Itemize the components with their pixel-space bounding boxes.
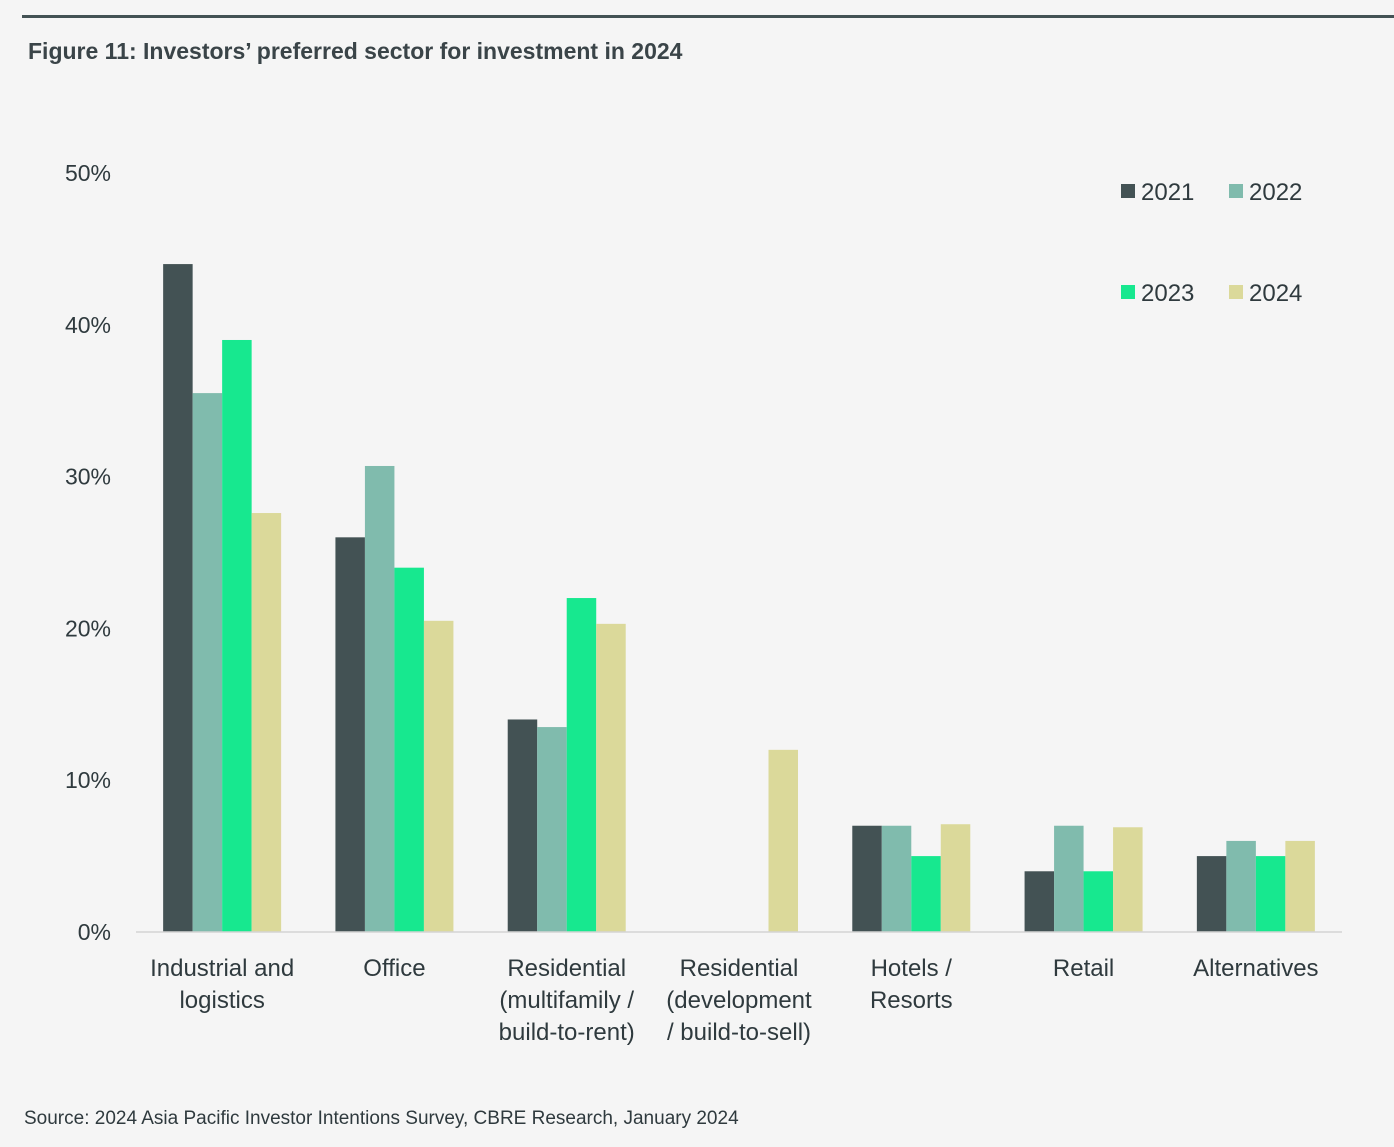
x-category-label-line: Office bbox=[363, 955, 425, 982]
bar-2022 bbox=[364, 465, 395, 932]
bar-2021 bbox=[852, 825, 882, 932]
bar-2023 bbox=[394, 567, 424, 932]
legend-swatch-2023 bbox=[1121, 285, 1135, 299]
x-category-label-line: (development bbox=[666, 987, 812, 1014]
legend: 2021 2022 2023 2024 bbox=[1121, 179, 1302, 307]
bar-2023 bbox=[1083, 871, 1114, 932]
bar-2023 bbox=[911, 856, 941, 932]
legend-label-2022: 2022 bbox=[1249, 179, 1302, 206]
y-tick-label: 10% bbox=[65, 767, 111, 793]
bar-2024 bbox=[768, 749, 798, 932]
legend-swatch-2022 bbox=[1229, 184, 1243, 198]
bar-2023 bbox=[222, 339, 252, 933]
bar-2021 bbox=[507, 719, 538, 932]
x-category-label-line: / build-to-sell) bbox=[667, 1019, 811, 1046]
x-category-label-line: build-to-rent) bbox=[499, 1019, 635, 1046]
bar-2023 bbox=[1255, 856, 1286, 932]
source-note: Source: 2024 Asia Pacific Investor Inten… bbox=[24, 1108, 739, 1129]
x-category-label-line: Hotels / bbox=[871, 955, 953, 982]
legend-label-2023: 2023 bbox=[1141, 280, 1194, 307]
bar-2024 bbox=[1285, 840, 1315, 932]
x-category-label-line: Resorts bbox=[870, 987, 953, 1014]
x-category-label-line: Residential bbox=[680, 955, 799, 982]
x-category-label-line: Industrial and bbox=[150, 955, 294, 982]
y-axis-labels: 0% 10% 20% 30% 40% 50% bbox=[65, 160, 111, 945]
bar-2024 bbox=[251, 513, 282, 932]
y-tick-label: 30% bbox=[65, 464, 111, 490]
y-tick-label: 50% bbox=[65, 160, 111, 186]
x-category-label: Alternatives bbox=[1193, 955, 1318, 982]
bar-2021 bbox=[335, 537, 365, 932]
bar-2024 bbox=[940, 824, 971, 932]
bar-series-group bbox=[163, 264, 1315, 933]
legend-swatch-2021 bbox=[1121, 184, 1135, 198]
x-category-label-line: (multifamily / bbox=[499, 987, 634, 1014]
x-category-label-line: logistics bbox=[179, 987, 264, 1014]
bar-2021 bbox=[1024, 871, 1055, 932]
y-tick-label: 40% bbox=[65, 312, 111, 338]
y-tick-label: 0% bbox=[78, 919, 111, 945]
x-category-label: Office bbox=[363, 955, 425, 982]
x-category-label: Residential (development / build-to-sell) bbox=[666, 955, 812, 1046]
y-tick-label: 20% bbox=[65, 615, 111, 641]
legend-label-2021: 2021 bbox=[1141, 179, 1194, 206]
x-category-label: Hotels / Resorts bbox=[870, 955, 953, 1014]
bar-2021 bbox=[1196, 856, 1227, 932]
x-category-label: Retail bbox=[1053, 955, 1114, 982]
legend-swatch-2024 bbox=[1229, 285, 1243, 299]
bar-2024 bbox=[423, 620, 454, 932]
x-axis-labels: Industrial and logistics Office Residential… bbox=[150, 955, 1318, 1046]
x-category-label-line: Retail bbox=[1053, 955, 1114, 982]
legend-label-2024: 2024 bbox=[1249, 280, 1302, 307]
bar-2024 bbox=[1113, 827, 1143, 932]
bar-2022 bbox=[537, 727, 567, 932]
top-rule bbox=[22, 15, 1394, 18]
bar-2023 bbox=[566, 598, 597, 932]
x-category-label: Industrial and logistics bbox=[150, 955, 294, 1014]
x-category-label-line: Residential bbox=[507, 955, 626, 982]
bar-2022 bbox=[1226, 840, 1256, 932]
bar-2022 bbox=[881, 825, 912, 932]
bar-2022 bbox=[192, 393, 223, 932]
x-category-label-line: Alternatives bbox=[1193, 955, 1318, 982]
bar-2024 bbox=[596, 623, 626, 932]
figure-title: Figure 11: Investors’ preferred sector f… bbox=[28, 38, 683, 64]
x-category-label: Residential (multifamily / build-to-rent) bbox=[499, 955, 635, 1046]
bar-2021 bbox=[163, 264, 193, 933]
bar-2022 bbox=[1054, 825, 1084, 932]
